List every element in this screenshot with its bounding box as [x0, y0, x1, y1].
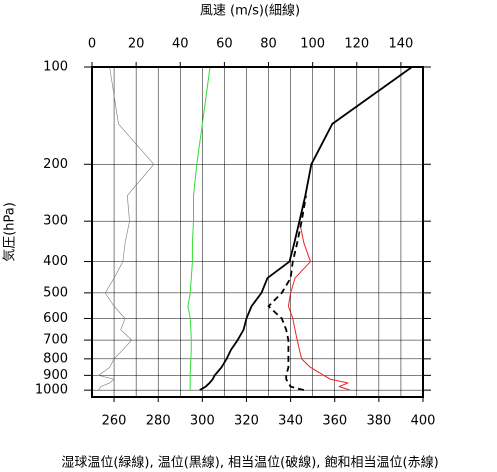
profile-line: [267, 195, 307, 392]
top-axis-label: 風速 (m/s)(細線): [200, 3, 300, 19]
top-tick-label: 140: [389, 37, 414, 52]
y-tick-label: 500: [43, 285, 68, 300]
y-tick-label: 800: [43, 351, 68, 366]
y-tick-label: 100: [43, 60, 68, 75]
y-tick-label: 400: [43, 254, 68, 269]
y-tick-label: 300: [43, 214, 68, 229]
top-tick-label: 40: [172, 37, 189, 52]
x-tick-label: 380: [366, 414, 391, 429]
profile-line: [187, 66, 211, 391]
top-tick-label: 20: [128, 37, 145, 52]
y-tick-label: 600: [43, 311, 68, 326]
profile-line: [199, 66, 413, 391]
x-tick-label: 340: [278, 414, 303, 429]
caption: 湿球温位(緑線), 温位(黒線), 相当温位(破線), 飽和相当温位(赤線): [61, 455, 438, 471]
x-tick-label: 260: [102, 414, 127, 429]
top-tick-label: 120: [344, 37, 369, 52]
top-tick-label: 100: [300, 37, 325, 52]
y-tick-label: 700: [43, 333, 68, 348]
y-tick-label: 1000: [35, 383, 68, 398]
profile-line: [98, 66, 155, 391]
y-axis-label: 気圧(hPa): [2, 202, 18, 262]
top-tick-label: 80: [260, 37, 277, 52]
x-tick-label: 300: [190, 414, 215, 429]
plot-frame: [91, 66, 424, 398]
top-tick-label: 60: [216, 37, 233, 52]
x-tick-label: 320: [234, 414, 259, 429]
x-tick-label: 280: [146, 414, 171, 429]
x-tick-label: 360: [322, 414, 347, 429]
y-tick-label: 900: [43, 368, 68, 383]
x-tick-label: 400: [411, 414, 436, 429]
y-tick-label: 200: [43, 157, 68, 172]
profile-line: [287, 66, 413, 391]
top-tick-label: 0: [88, 37, 96, 52]
